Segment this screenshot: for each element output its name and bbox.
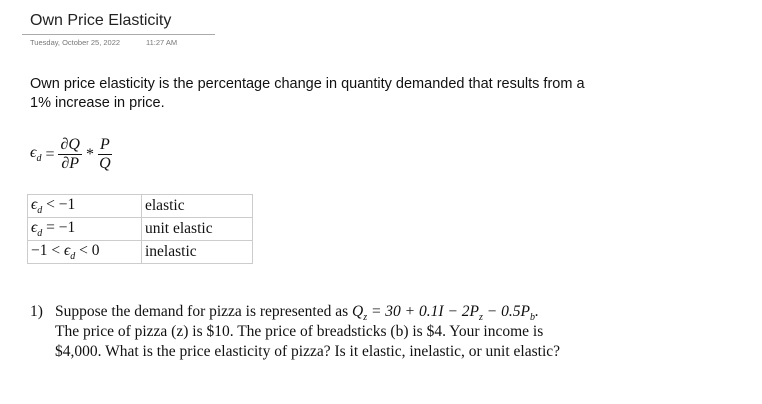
condition-cell: ϵd = −1 bbox=[27, 217, 142, 241]
condition-cell: −1 < ϵd < 0 bbox=[27, 240, 142, 264]
label-cell: elastic bbox=[141, 194, 253, 218]
question-line-2: The price of pizza (z) is $10. The price… bbox=[55, 323, 544, 340]
definition-line-2: 1% increase in price. bbox=[30, 95, 165, 111]
formula-fraction-dq-dp: ∂Q ∂P bbox=[58, 136, 82, 172]
title-divider bbox=[22, 34, 215, 35]
page-time: 11:27 AM bbox=[146, 38, 178, 47]
condition-cell: ϵd < −1 bbox=[27, 194, 142, 218]
question-number: 1) bbox=[30, 303, 43, 320]
question-line-3: $4,000. What is the price elasticity of … bbox=[55, 343, 561, 360]
formula-equals: = bbox=[45, 145, 55, 163]
formula-times: * bbox=[85, 145, 94, 163]
table-row: −1 < ϵd < 0 inelastic bbox=[27, 240, 253, 264]
label-cell: inelastic bbox=[141, 240, 253, 264]
elasticity-table: ϵd < −1 elastic ϵd = −1 unit elastic −1 < … bbox=[27, 194, 253, 264]
page-title[interactable]: Own Price Elasticity bbox=[30, 12, 172, 29]
table-row: ϵd = −1 unit elastic bbox=[27, 217, 253, 241]
formula-lhs: ϵd bbox=[30, 144, 42, 165]
question-line-1: Suppose the demand for pizza is represen… bbox=[55, 303, 539, 324]
page-date: Tuesday, October 25, 2022 bbox=[30, 38, 121, 47]
label-cell: unit elastic bbox=[141, 217, 253, 241]
demand-equation: Qz = 30 + 0.1I − 2Pz − 0.5Pb. bbox=[351, 303, 539, 324]
definition-line-1: Own price elasticity is the percentage c… bbox=[30, 76, 585, 92]
table-row: ϵd < −1 elastic bbox=[27, 194, 253, 218]
